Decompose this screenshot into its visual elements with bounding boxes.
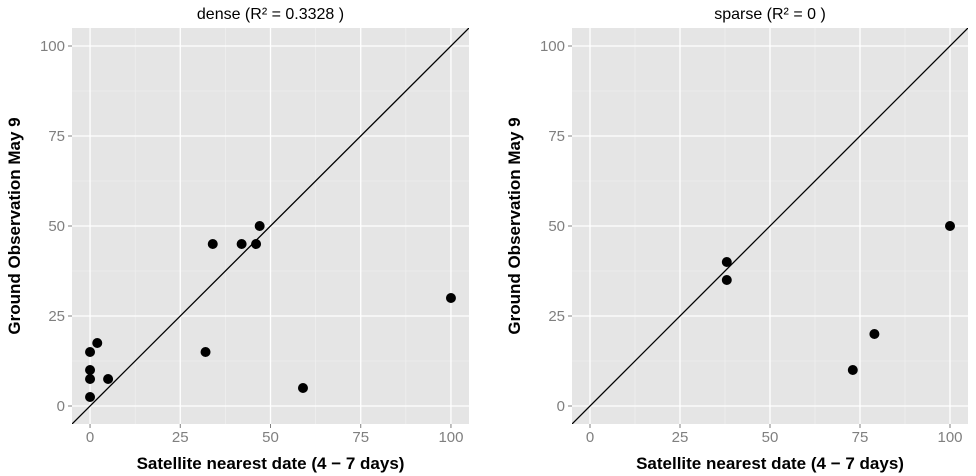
dense-x-tick-label: 0 [86, 429, 94, 446]
dense-data-point [85, 365, 96, 375]
sparse-x-tick-label: 50 [762, 429, 779, 446]
dense-y-tick-label: 75 [48, 128, 65, 145]
sparse-chart-title: sparse (R² = 0 ) [714, 6, 826, 23]
sparse-panel: 0 25 50 75 100 0 25 50 75 100 sparse (R² = 0 ) Sate… [505, 6, 968, 473]
sparse-data-point [945, 221, 955, 231]
dense-data-point [200, 347, 211, 357]
dense-y-tick-label: 50 [48, 218, 65, 235]
sparse-y-tick-label: 75 [548, 128, 565, 145]
sparse-y-tick-label: 100 [540, 38, 565, 55]
dense-data-point [251, 239, 262, 249]
sparse-x-tick-label: 0 [586, 429, 594, 446]
dense-data-point [85, 347, 96, 357]
dense-data-point [207, 239, 218, 249]
sparse-x-axis-title: Satellite nearest date (4 − 7 days) [636, 454, 904, 473]
sparse-y-tick-label: 25 [548, 308, 565, 325]
dense-y-tick-label: 25 [48, 308, 65, 325]
dense-data-point [103, 374, 114, 384]
dense-data-point [236, 239, 247, 249]
sparse-reference-line [572, 28, 968, 424]
dense-data-point [297, 383, 308, 393]
dense-panel: 0 25 50 75 100 0 25 50 75 100 dense (R² = 0.3328 )… [5, 6, 469, 473]
dense-x-tick-label: 50 [262, 429, 279, 446]
dense-reference-line [72, 28, 469, 424]
sparse-data-point [869, 329, 880, 339]
sparse-data-point [721, 275, 732, 285]
dense-x-tick-label: 75 [352, 429, 369, 446]
sparse-x-tick-label: 25 [672, 429, 689, 446]
sparse-data-point [721, 257, 732, 267]
sparse-y-axis-title: Ground Observation May 9 [505, 117, 524, 334]
sparse-x-tick-label: 100 [937, 429, 962, 446]
dense-y-axis-title: Ground Observation May 9 [5, 117, 24, 334]
dense-data-point [445, 293, 456, 303]
sparse-y-tick-label: 50 [548, 218, 565, 235]
sparse-y-tick-label: 0 [557, 398, 565, 415]
dense-x-tick-label: 100 [438, 429, 463, 446]
dense-y-tick-label: 100 [40, 38, 65, 55]
sparse-data-point [847, 365, 858, 375]
dense-data-point [254, 221, 265, 231]
dense-chart-title: dense (R² = 0.3328 ) [197, 6, 344, 23]
dense-x-tick-label: 25 [172, 429, 189, 446]
dense-data-point [85, 392, 96, 402]
dense-data-point [85, 374, 96, 384]
dense-x-axis-title: Satellite nearest date (4 − 7 days) [137, 454, 405, 473]
dense-data-point [92, 338, 103, 348]
sparse-x-tick-label: 75 [852, 429, 869, 446]
dense-y-tick-label: 0 [57, 398, 65, 415]
